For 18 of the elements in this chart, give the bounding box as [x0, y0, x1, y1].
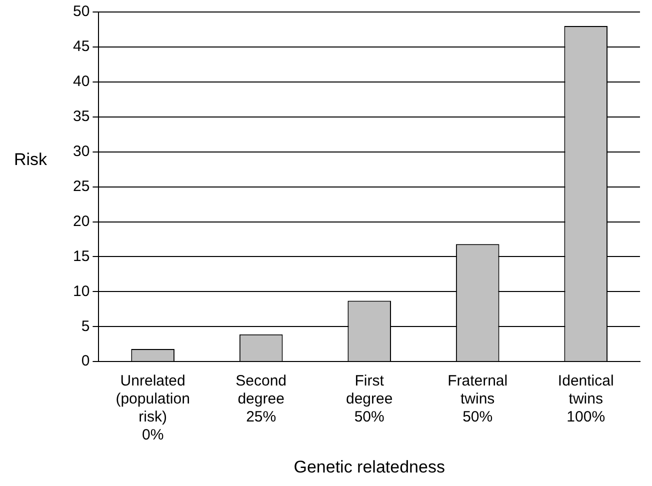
- y-tick-label: 35: [72, 108, 90, 126]
- x-tick-label: Second degree 25%: [236, 372, 287, 426]
- y-tick-label: 40: [72, 73, 90, 90]
- y-tick-label: 0: [81, 352, 90, 370]
- y-tick-label: 25: [72, 178, 90, 195]
- y-tick-label: 50: [72, 3, 90, 20]
- y-tick-label: 10: [72, 282, 90, 300]
- y-tick-label: 5: [81, 318, 90, 335]
- y-tick-label: 45: [72, 38, 90, 56]
- x-axis-title: Genetic relatedness: [294, 457, 445, 476]
- x-tick-label: First degree 50%: [346, 372, 393, 426]
- x-tick-label: Fraternal twins 50%: [448, 372, 508, 426]
- y-tick-label: 15: [72, 248, 90, 265]
- y-tick-label: 30: [72, 142, 90, 160]
- x-tick-label: Unrelated (population risk) 0%: [116, 372, 190, 444]
- y-axis-title: Risk: [14, 150, 48, 170]
- y-tick-label: 20: [72, 212, 90, 230]
- x-tick-label: Identical twins 100%: [558, 372, 614, 426]
